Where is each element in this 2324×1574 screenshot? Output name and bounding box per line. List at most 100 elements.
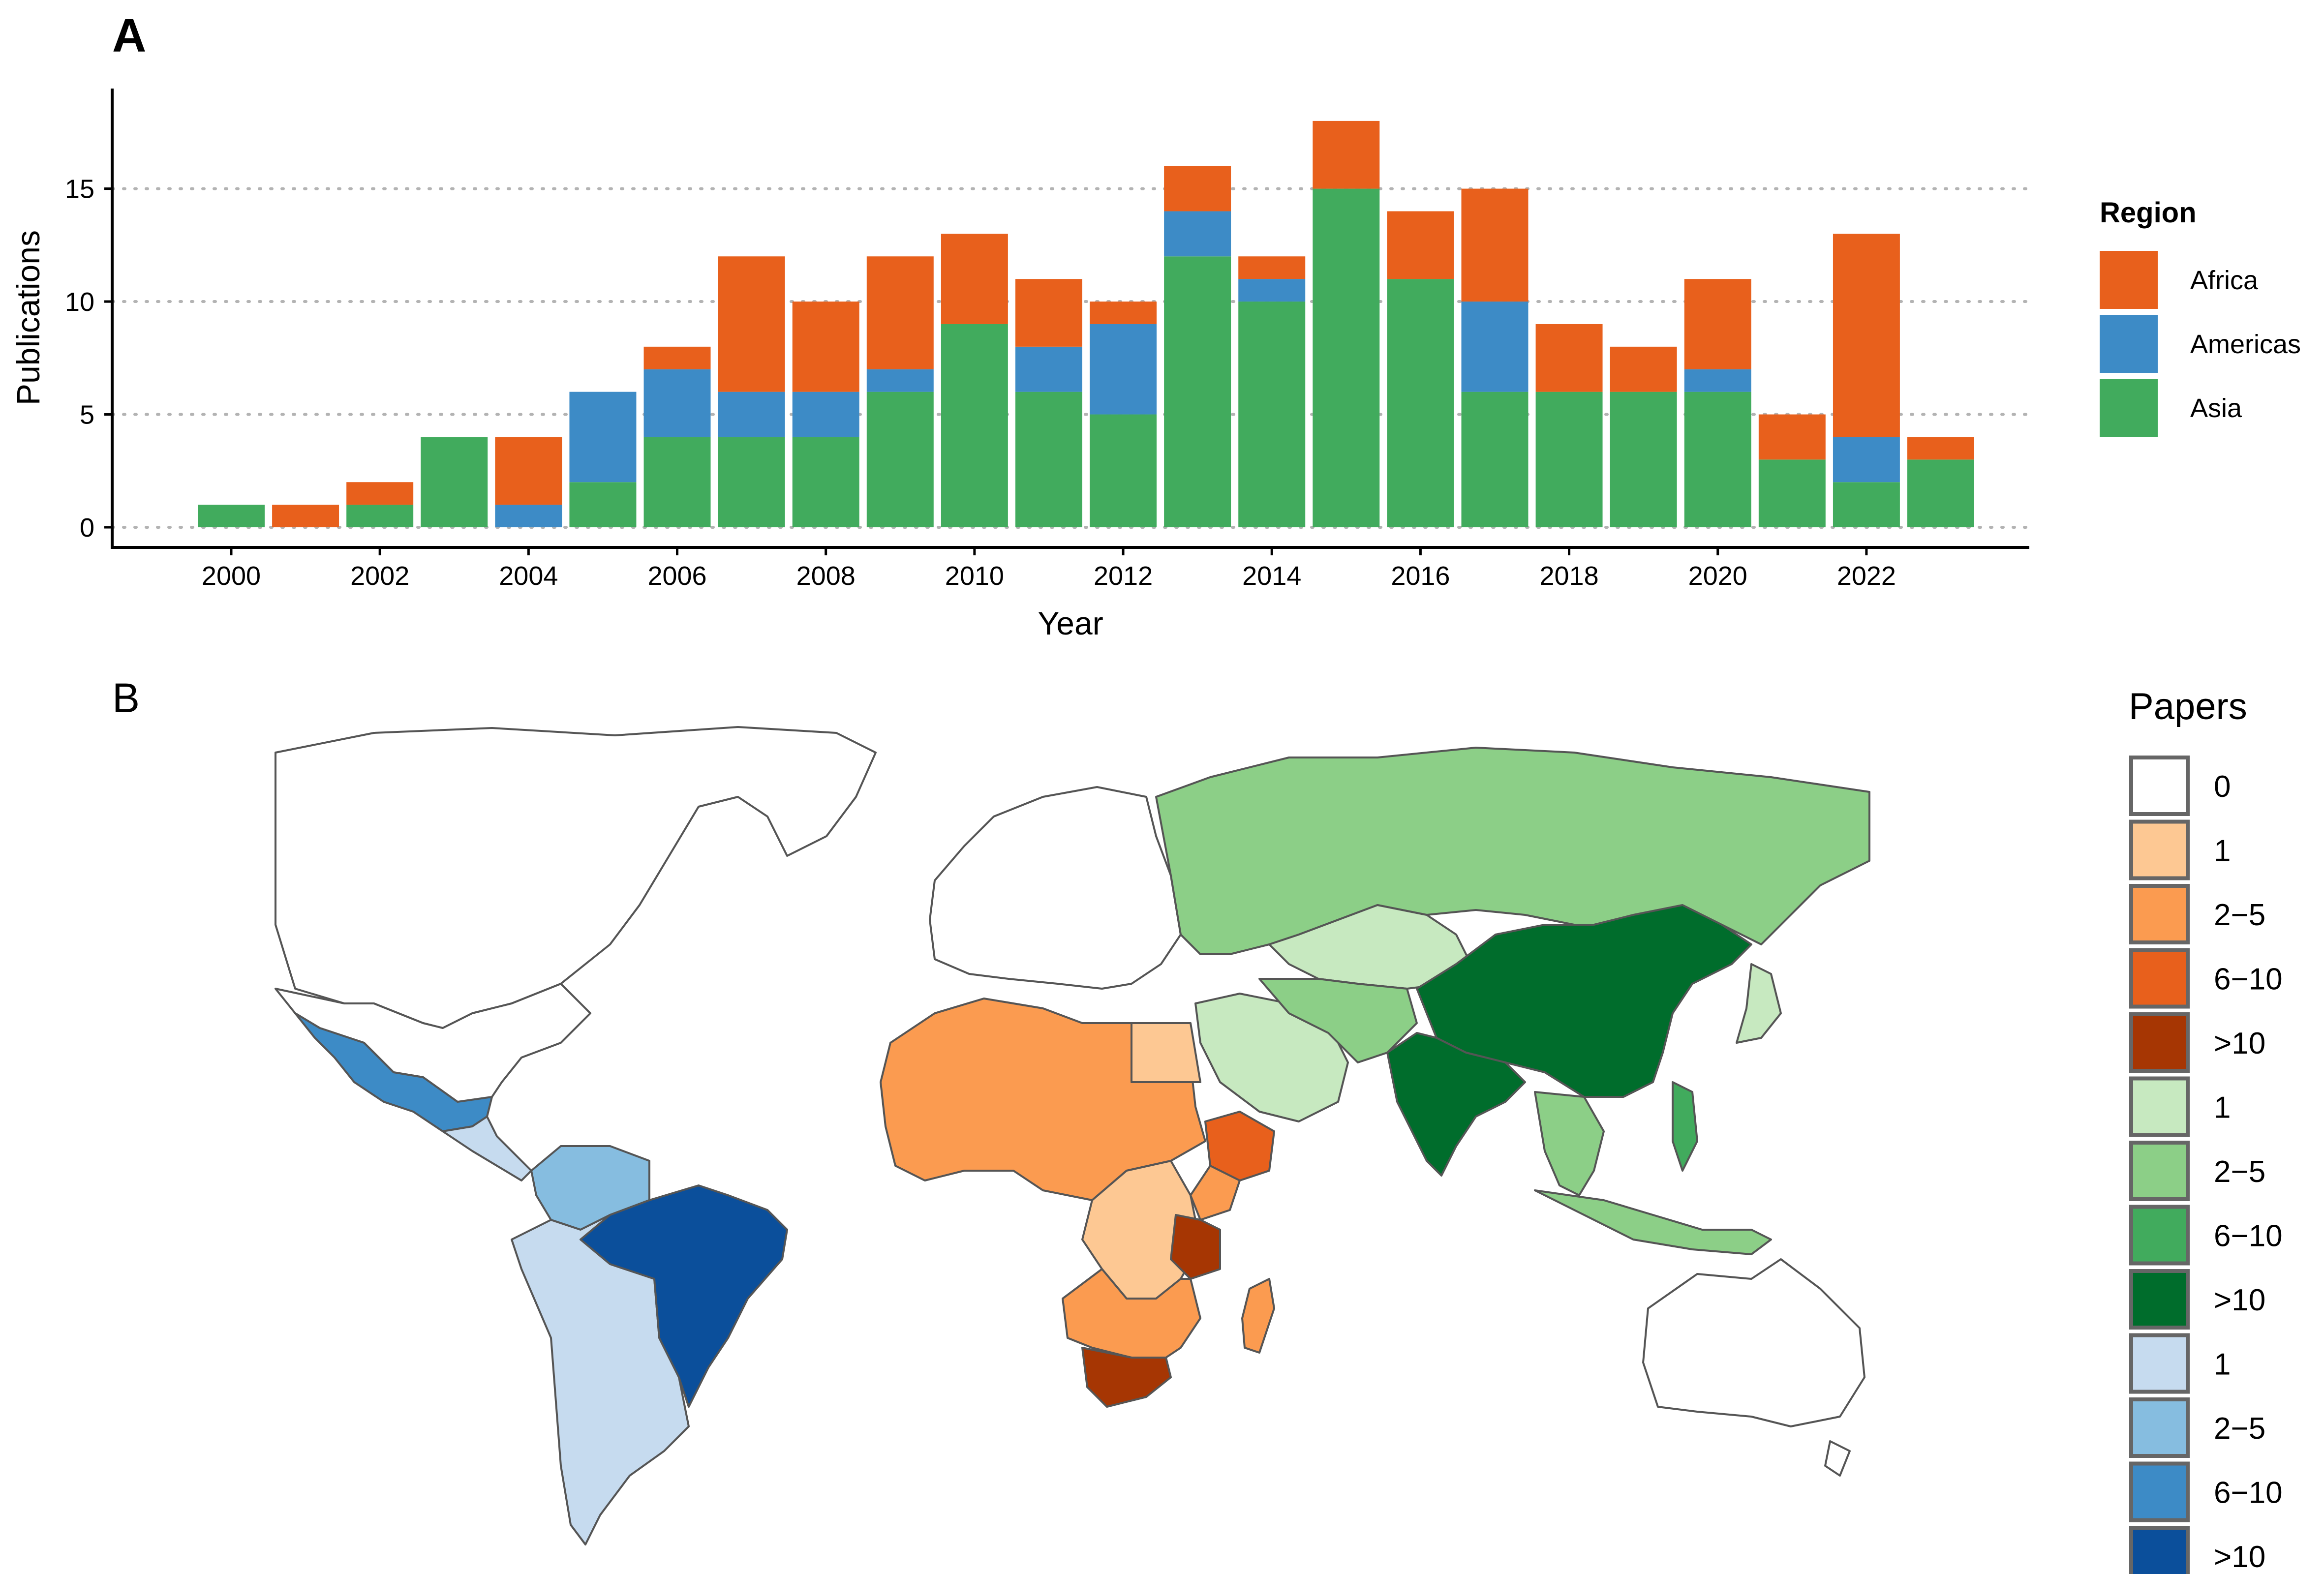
bar-americas-2009 <box>866 369 934 392</box>
legend-swatch <box>2129 1269 2190 1330</box>
x-tick-label: 2006 <box>647 561 706 591</box>
legend-swatch <box>2129 1461 2190 1522</box>
legend-swatch-africa <box>2100 251 2158 309</box>
legend-label-africa: Africa <box>2190 266 2259 295</box>
map-tanzania <box>1170 1214 1221 1280</box>
legend-label: 6−10 <box>2214 1219 2283 1253</box>
legend-swatch <box>2129 1333 2190 1394</box>
legend-swatch <box>2129 1141 2190 1201</box>
x-tick-label: 2020 <box>1688 561 1747 591</box>
map-central-america <box>442 1116 532 1181</box>
legend-entries: Africa Americas Asia <box>2100 251 2301 437</box>
x-tick-label: 2002 <box>350 561 409 591</box>
map-europe <box>929 786 1182 990</box>
bar-asia-2023 <box>1907 459 1974 527</box>
map-canada-greenland <box>275 726 877 1029</box>
bar-africa-2009 <box>866 256 934 369</box>
bar-africa-2006 <box>643 346 711 369</box>
y-axis-title: Publications <box>10 230 46 405</box>
bar-africa-2004 <box>495 437 562 505</box>
map-south-africa <box>1081 1347 1172 1408</box>
legend-label: >10 <box>2214 1540 2265 1574</box>
bar-africa-2014 <box>1238 256 1306 279</box>
bar-americas-2012 <box>1090 324 1157 415</box>
legend-label: 2−5 <box>2214 1155 2265 1189</box>
map-middle-east <box>1194 993 1349 1122</box>
panel-label-b: B <box>112 675 140 721</box>
bar-americas-2017 <box>1461 302 1529 392</box>
map-new-zealand <box>1824 1440 1851 1477</box>
bar-asia-2018 <box>1535 392 1603 527</box>
bar-americas-2011 <box>1015 346 1082 392</box>
bar-asia-2007 <box>718 437 785 527</box>
map-india <box>1386 1032 1526 1177</box>
bar-asia-2014 <box>1238 302 1306 527</box>
x-tick-label: 2004 <box>499 561 558 591</box>
map-egypt <box>1131 1022 1201 1083</box>
panel-label-a: A <box>112 9 146 62</box>
bar-africa-2017 <box>1461 188 1529 302</box>
bar-asia-2006 <box>643 437 711 527</box>
bar-americas-2005 <box>569 392 637 483</box>
bar-asia-2017 <box>1461 392 1529 527</box>
y-tick-label: 0 <box>80 513 94 543</box>
bar-asia-2000 <box>198 505 265 527</box>
x-tick-label: 2022 <box>1837 561 1896 591</box>
bar-asia-2003 <box>421 437 488 527</box>
legend-label: 0 <box>2214 770 2231 804</box>
bars <box>198 121 1974 527</box>
map-japan <box>1736 963 1782 1044</box>
bar-americas-2014 <box>1238 279 1306 302</box>
bar-africa-2012 <box>1090 302 1157 324</box>
map-central-asia <box>1258 978 1418 1063</box>
x-axis-title: Year <box>1038 605 1103 641</box>
map-brazil <box>580 1184 788 1408</box>
bar-africa-2019 <box>1610 346 1677 392</box>
bar-americas-2020 <box>1684 369 1751 392</box>
world-map <box>275 726 1870 1545</box>
bar-asia-2015 <box>1313 188 1380 527</box>
legend-swatch <box>2129 1397 2190 1458</box>
bar-africa-2001 <box>272 505 339 527</box>
bar-africa-2010 <box>941 234 1008 324</box>
legend-title: Papers <box>2129 686 2247 727</box>
x-tick-label: 2012 <box>1094 561 1153 591</box>
legend-entries: 0 1 2−5 6−10 >10 1 2−5 6−10 >10 1 2−5 6−10 >10 <box>2129 756 2283 1574</box>
x-tick-label: 2016 <box>1391 561 1450 591</box>
y-tick-label: 10 <box>65 287 94 317</box>
legend-label: 1 <box>2214 1348 2231 1382</box>
panel-a: A 0 5 10 15 2000 2002 2004 2006 2008 2010 2012 201… <box>10 9 2301 641</box>
y-ticks: 0 5 10 15 <box>65 175 112 543</box>
x-ticks: 2000 2002 2004 2006 2008 2010 2012 2014 2016 2018… <box>202 547 1896 591</box>
bar-asia-2008 <box>792 437 859 527</box>
bar-africa-2023 <box>1907 437 1974 460</box>
x-tick-label: 2000 <box>202 561 261 591</box>
legend: Region Africa Americas Asia <box>2100 197 2301 437</box>
bar-asia-2002 <box>346 505 414 527</box>
bar-americas-2004 <box>495 505 562 527</box>
map-china <box>1416 904 1752 1098</box>
bar-africa-2021 <box>1758 414 1826 460</box>
legend-swatch <box>2129 756 2190 816</box>
bar-africa-2016 <box>1387 211 1454 279</box>
bar-africa-2007 <box>718 256 785 392</box>
bar-americas-2008 <box>792 392 859 437</box>
bar-americas-2013 <box>1164 211 1231 257</box>
bar-americas-2022 <box>1833 437 1900 483</box>
legend-label: >10 <box>2214 1027 2265 1060</box>
legend-label-asia: Asia <box>2190 394 2242 423</box>
y-tick-label: 15 <box>65 175 94 204</box>
bar-asia-2012 <box>1090 414 1157 527</box>
legend-swatch <box>2129 884 2190 944</box>
legend-swatch <box>2129 819 2190 880</box>
legend-swatch-asia <box>2100 379 2158 437</box>
map-indonesia <box>1534 1189 1772 1255</box>
bar-asia-2009 <box>866 392 934 527</box>
map-southern-africa <box>1062 1268 1201 1359</box>
bar-americas-2006 <box>643 369 711 437</box>
map-southeast-asia <box>1534 1091 1605 1196</box>
bar-africa-2011 <box>1015 279 1082 347</box>
legend-swatch <box>2129 948 2190 1009</box>
bar-africa-2022 <box>1833 234 1900 437</box>
